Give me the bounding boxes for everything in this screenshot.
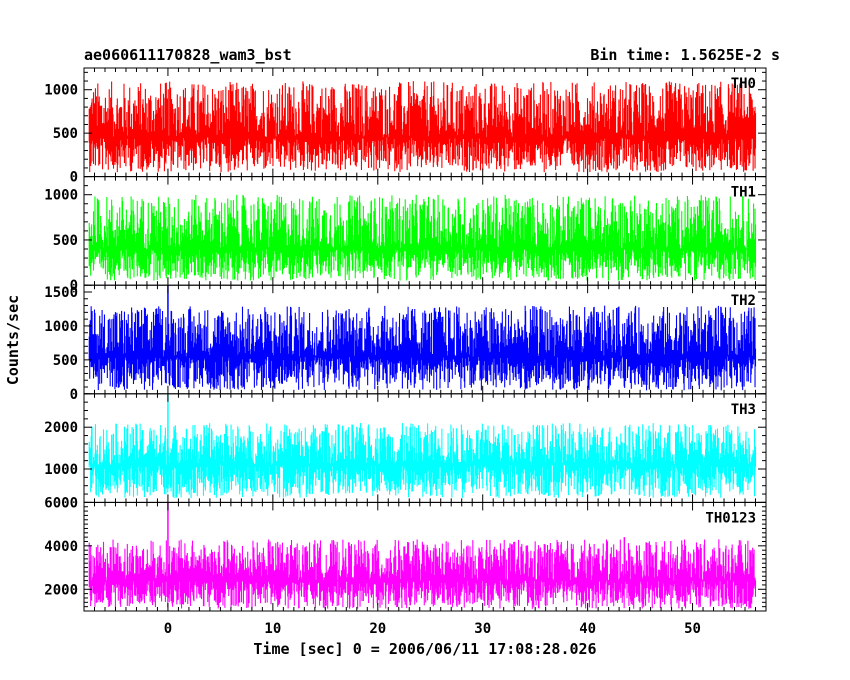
panel-label-th1: TH1 [731,185,756,201]
y-tick-label: 0 [70,278,78,294]
y-axis-label: Counts/sec [4,295,22,385]
y-tick-label: 500 [53,353,78,369]
y-tick-label: 0 [70,387,78,403]
panel-th1: 0 500 1000 TH1 [44,176,767,294]
panel-label-th2: TH2 [731,293,756,309]
y-tick-label: 500 [53,126,78,142]
panel-th2: 0 500 1000 1500 TH2 [44,284,767,403]
bin-time-label: Bin time: 1.5625E-2 s [590,46,780,64]
panel-th3: 1000 2000 TH3 [44,393,767,503]
series-th3 [88,423,757,499]
x-axis-label: Time [sec] 0 = 2006/06/11 17:08:28.026 [253,640,596,658]
x-tick-label: 20 [369,621,386,637]
series-th2 [88,305,757,391]
series-th0 [88,81,757,173]
y-tick-label: 1500 [44,285,78,301]
y-tick-label: 1000 [44,319,78,335]
x-tick-label: 10 [264,621,281,637]
panel-label-th0123: TH0123 [705,510,756,526]
x-tick-label: 0 [164,621,172,637]
y-tick-label: 2000 [44,420,78,436]
series-th1 [88,194,757,281]
y-tick-label: 0 [70,170,78,186]
y-tick-label: 1000 [44,462,78,478]
panel-th0: 0 500 1000 TH0 [44,67,767,186]
y-tick-label: 500 [53,233,78,249]
chart-title: ae060611170828_wam3_bst [84,46,292,64]
y-tick-label: 4000 [44,539,78,555]
y-tick-label: 6000 [44,495,78,511]
x-tick-label: 30 [474,621,491,637]
x-tick-label: 40 [579,621,596,637]
series-th0123 [88,539,757,609]
y-tick-label: 1000 [44,188,78,204]
y-tick-label: 2000 [44,582,78,598]
y-tick-label: 1000 [44,83,78,99]
panel-label-th0: TH0 [731,76,756,92]
panel-label-th3: TH3 [731,402,756,418]
panel-frame [83,501,767,612]
x-tick-label: 50 [684,621,701,637]
panel-th0123: 2000 4000 6000 TH0123 [44,495,767,612]
